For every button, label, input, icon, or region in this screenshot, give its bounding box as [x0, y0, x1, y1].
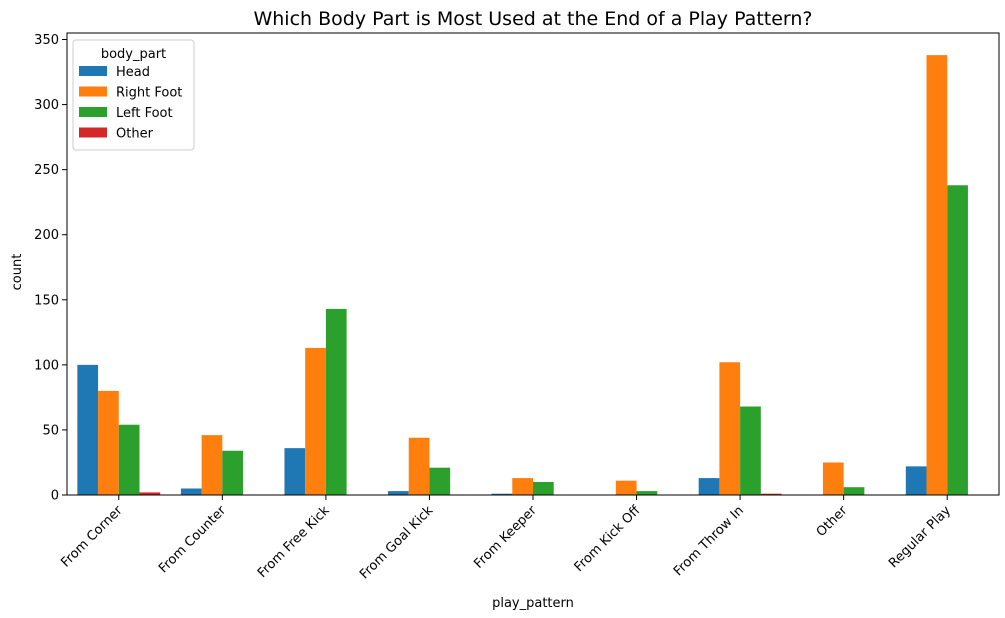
bar-right-foot-from-counter — [201, 435, 223, 495]
x-tick-label: Other — [814, 503, 851, 540]
legend-swatch-head — [79, 66, 107, 76]
bar-head-from-goal-kick — [388, 491, 409, 495]
bar-right-foot-from-throw-in — [719, 362, 741, 495]
bar-left-foot-from-corner — [118, 424, 140, 495]
bars-layer — [77, 55, 968, 496]
y-tick-label: 300 — [34, 98, 59, 113]
legend-title: body_part — [101, 47, 166, 62]
bar-head-regular-play — [905, 466, 927, 495]
bar-right-foot-from-keeper — [512, 478, 533, 495]
x-tick-label: From Goal Kick — [357, 503, 436, 582]
legend-label-other: Other — [116, 127, 154, 142]
x-tick-label: From Throw In — [671, 503, 747, 579]
bar-head-from-keeper — [491, 493, 513, 495]
legend-swatch-other — [79, 127, 107, 138]
bar-left-foot-from-throw-in — [740, 406, 761, 495]
bar-right-foot-from-corner — [98, 390, 119, 495]
bar-left-foot-from-keeper — [533, 481, 554, 495]
x-tick-label: From Kick Off — [572, 502, 644, 574]
bar-head-from-corner — [77, 364, 99, 495]
y-tick-label: 100 — [34, 358, 59, 373]
y-axis-label: count — [10, 254, 25, 291]
y-tick-label: 250 — [34, 163, 59, 178]
legend-label-right-foot: Right Foot — [116, 86, 182, 101]
y-tick-label: 200 — [34, 228, 59, 243]
bar-right-foot-other — [822, 462, 844, 495]
y-tick-label: 0 — [51, 489, 59, 504]
x-tick-label: Regular Play — [886, 503, 954, 571]
bar-right-foot-from-goal-kick — [408, 437, 430, 495]
chart-title: Which Body Part is Most Used at the End … — [253, 8, 812, 30]
legend-label-left-foot: Left Foot — [116, 106, 173, 121]
bar-right-foot-from-free-kick — [305, 347, 326, 495]
x-tick-label: From Free Kick — [255, 503, 333, 581]
bar-other-from-throw-in — [760, 493, 782, 495]
bar-left-foot-from-kick-off — [636, 491, 658, 495]
x-tick-label: From Counter — [156, 503, 230, 577]
bar-head-from-throw-in — [698, 478, 720, 495]
bar-right-foot-from-kick-off — [615, 480, 637, 495]
bar-left-foot-other — [843, 487, 865, 495]
legend[interactable]: body_part Head Right Foot Left Foot Other — [72, 39, 195, 151]
y-tick-label: 350 — [34, 33, 59, 48]
x-axis-label: play_pattern — [492, 596, 574, 611]
legend-label-head: Head — [116, 65, 150, 80]
legend-swatch-right-foot — [79, 86, 107, 97]
bar-left-foot-regular-play — [947, 185, 968, 496]
bar-head-from-counter — [180, 488, 202, 495]
x-tick-label: From Keeper — [471, 503, 540, 572]
plot-frame — [66, 32, 1000, 496]
bar-left-foot-from-goal-kick — [429, 467, 451, 495]
x-tick-label: From Corner — [58, 503, 126, 571]
legend-swatch-left-foot — [79, 107, 107, 117]
bar-left-foot-from-counter — [222, 450, 244, 495]
y-tick-label: 50 — [42, 423, 59, 438]
bar-head-from-free-kick — [284, 448, 306, 495]
x-axis: From Corner From Counter From Free Kick Fro… — [58, 495, 954, 582]
bar-right-foot-regular-play — [926, 55, 948, 496]
bar-left-foot-from-free-kick — [325, 308, 347, 495]
y-tick-label: 150 — [34, 293, 59, 308]
bar-other-from-corner — [139, 492, 161, 495]
y-axis: 0 50 100 150 200 250 300 350 — [34, 33, 67, 504]
